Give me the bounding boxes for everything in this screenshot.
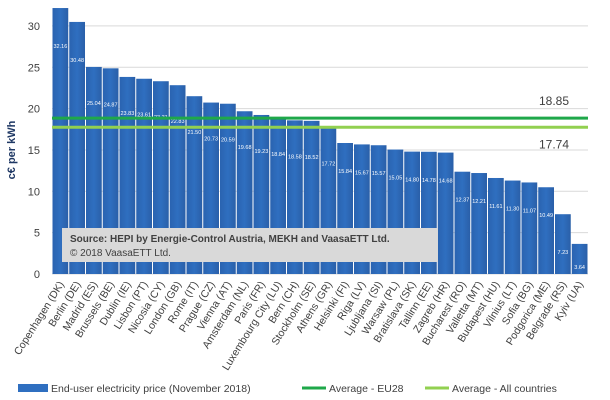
data-label: 3.64 [574, 265, 585, 271]
y-tick-label: 25 [28, 62, 40, 74]
data-label: 15.05 [388, 176, 402, 182]
data-label: 23.83 [120, 111, 134, 117]
data-label: 23.61 [137, 113, 151, 119]
bar [488, 177, 504, 274]
data-label: 20.73 [204, 137, 218, 143]
bar [521, 182, 538, 274]
y-tick-label: 30 [28, 21, 40, 33]
data-label: 11.07 [523, 208, 536, 214]
bar [538, 187, 554, 274]
data-label: 18.52 [305, 155, 319, 161]
data-label: 11.61 [489, 204, 502, 210]
y-tick-label: 10 [28, 186, 40, 198]
bar [52, 8, 69, 274]
data-label: 14.78 [422, 178, 436, 184]
bar [153, 81, 169, 274]
bar [571, 243, 588, 274]
legend-label-line: Average - All countries [452, 383, 557, 395]
bar [437, 152, 454, 274]
data-label: 15.57 [372, 171, 386, 177]
data-label: 24.87 [104, 102, 118, 108]
bar [555, 214, 571, 274]
data-label: 19.23 [254, 149, 268, 155]
data-label: 15.84 [338, 169, 352, 175]
data-label: 14.68 [439, 179, 453, 185]
bar [504, 180, 521, 274]
data-label: 14.80 [405, 178, 419, 184]
data-label: 17.72 [321, 161, 335, 167]
legend-label-bar: End-user electricity price (November 201… [51, 383, 251, 395]
data-label: 18.84 [271, 152, 285, 158]
bar [69, 21, 85, 274]
legend-swatch-bar [18, 384, 48, 392]
data-label: 7.23 [558, 250, 569, 256]
data-label: 21.50 [187, 130, 201, 136]
bar [454, 171, 471, 274]
reference-line-label: 17.74 [539, 137, 569, 151]
data-label: 32.16 [53, 44, 67, 50]
y-axis-label: c€ per kWh [6, 120, 18, 179]
data-label: 18.58 [288, 154, 302, 160]
data-label: 15.67 [355, 170, 369, 176]
bar [169, 85, 186, 275]
y-tick-label: 20 [28, 104, 40, 116]
source-text: Source: HEPI by Energie-Control Austria,… [70, 234, 390, 245]
reference-line-label: 18.85 [539, 94, 569, 108]
legend-label-line: Average - EU28 [329, 383, 404, 395]
source-box [62, 228, 438, 262]
data-label: 20.59 [221, 138, 235, 144]
data-label: 19.68 [238, 145, 252, 151]
bar [471, 173, 487, 274]
data-label: 25.04 [87, 101, 101, 107]
data-label: 11.30 [506, 207, 519, 213]
data-label: 12.37 [455, 198, 469, 204]
y-tick-label: 15 [28, 145, 40, 157]
y-tick-label: 0 [34, 269, 40, 281]
data-label: 12.21 [472, 199, 486, 205]
bar [102, 68, 119, 274]
data-label: 30.48 [70, 58, 84, 64]
data-label: 10.49 [539, 213, 553, 219]
copyright-text: © 2018 VaasaETT Ltd. [70, 248, 171, 259]
y-tick-label: 5 [34, 228, 40, 240]
data-label: 22.83 [171, 119, 185, 125]
